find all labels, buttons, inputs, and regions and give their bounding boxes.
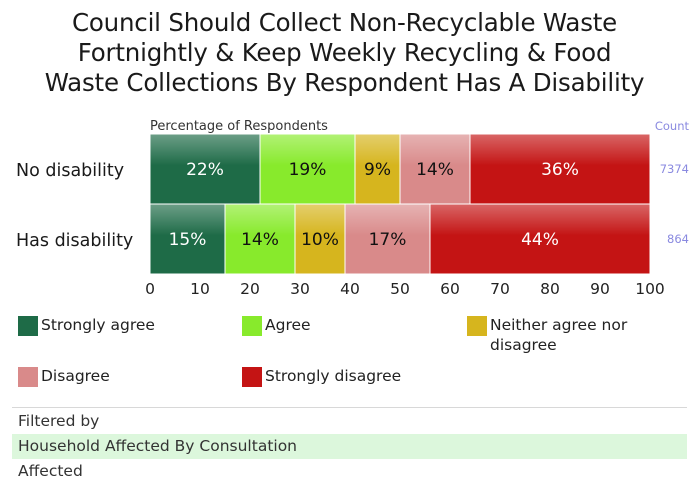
bar-segment-shine (260, 134, 355, 204)
legend-label-strongly-agree: Strongly agree (41, 316, 155, 334)
x-tick-label: 80 (540, 280, 560, 298)
legend-label-agree: Agree (265, 316, 311, 334)
bar-segment-shine (400, 134, 470, 204)
category-label: No disability (16, 161, 124, 181)
x-tick-label: 10 (190, 280, 210, 298)
data-label: 9% (364, 160, 391, 180)
chart-title-line-2: Fortnightly & Keep Weekly Recycling & Fo… (77, 38, 612, 67)
x-tick-label: 100 (635, 280, 665, 298)
data-label: 17% (369, 230, 407, 250)
category-label: Has disability (16, 231, 133, 251)
stacked-bar-chart: Percentage of Respondents Count No disabil… (16, 119, 689, 298)
legend-label-neither: Neither agree nor disagree (490, 316, 628, 354)
x-axis-label: Percentage of Respondents (150, 119, 328, 134)
data-label: 19% (289, 160, 327, 180)
legend-item-disagree[interactable]: Disagree (18, 367, 110, 387)
filter-heading: Filtered by (18, 412, 100, 430)
bar-segment-shine (355, 134, 400, 204)
x-tick-label: 40 (340, 280, 360, 298)
legend-label-disagree: Disagree (41, 367, 110, 385)
x-tick-label: 30 (290, 280, 310, 298)
data-label: 44% (521, 230, 559, 250)
data-label: 36% (541, 160, 579, 180)
legend-item-neither[interactable]: Neither agree nor disagree (467, 316, 627, 355)
filter-field: Household Affected By Consultation (12, 434, 687, 459)
data-label: 10% (301, 230, 339, 250)
chart-title-line-1: Council Should Collect Non-Recyclable Wa… (71, 8, 618, 37)
data-label: 14% (416, 160, 454, 180)
bar-segment-shine (470, 134, 650, 204)
chart-title-line-3: Waste Collections By Respondent Has A Di… (44, 68, 645, 97)
x-tick-label: 70 (490, 280, 510, 298)
x-tick-label: 20 (240, 280, 260, 298)
bar-segment-shine (225, 204, 295, 274)
count-header: Count (655, 119, 689, 133)
count-value: 864 (667, 232, 689, 246)
count-value: 7374 (660, 162, 689, 176)
legend-swatch-strongly-agree (18, 316, 38, 336)
bar-segment-shine (150, 204, 225, 274)
x-tick-label: 0 (145, 280, 155, 298)
bar-segment-shine (430, 204, 650, 274)
legend-label-strongly-disagree: Strongly disagree (265, 367, 402, 385)
data-label: 15% (169, 230, 207, 250)
filter-divider (12, 407, 687, 408)
x-tick-label: 60 (440, 280, 460, 298)
legend-swatch-disagree (18, 367, 38, 387)
data-label: 14% (241, 230, 279, 250)
filter-value: Affected (18, 462, 83, 480)
data-label: 22% (186, 160, 224, 180)
x-tick-label: 50 (390, 280, 410, 298)
bar-segment-shine (345, 204, 430, 274)
legend-item-strongly-agree[interactable]: Strongly agree (18, 316, 155, 336)
chart-title: Council Should Collect Non-Recyclable Wa… (0, 8, 689, 98)
legend-swatch-neither (467, 316, 487, 336)
bar-segment-shine (295, 204, 345, 274)
legend-item-strongly-disagree[interactable]: Strongly disagree (242, 367, 401, 387)
legend-swatch-strongly-disagree (242, 367, 262, 387)
legend-item-agree[interactable]: Agree (242, 316, 311, 336)
bar-segment-shine (150, 134, 260, 204)
x-tick-label: 90 (590, 280, 610, 298)
legend-swatch-agree (242, 316, 262, 336)
